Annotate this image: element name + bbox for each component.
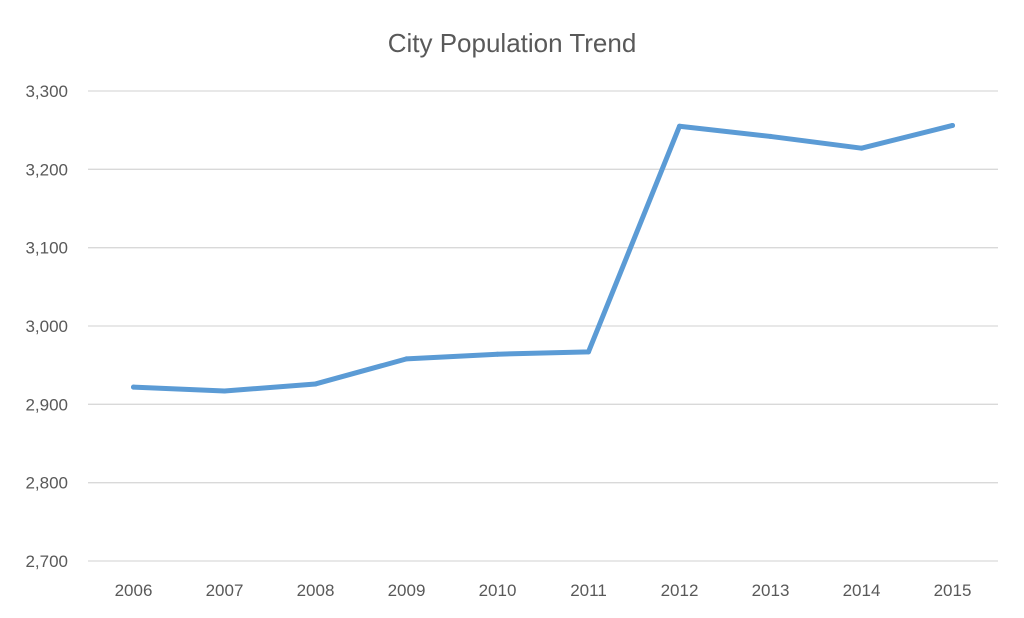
y-tick-label: 3,100 (25, 239, 68, 258)
x-tick-label: 2009 (388, 581, 426, 600)
data-point-2009 (404, 356, 409, 362)
y-axis-ticks: 2,700 2,800 2,900 3,000 3,100 3,200 3,300 (25, 82, 68, 571)
data-point-2013 (768, 133, 773, 139)
data-point-2015 (950, 122, 955, 128)
data-point-2010 (495, 351, 500, 357)
y-tick-label: 2,800 (25, 474, 68, 493)
chart-title: City Population Trend (388, 28, 637, 58)
data-point-2006 (131, 384, 136, 390)
data-point-2012 (677, 123, 682, 129)
y-tick-label: 3,200 (25, 160, 68, 179)
x-axis-ticks: 2006 2007 2008 2009 2010 2011 2012 2013 2014 2015 (115, 581, 972, 600)
y-tick-label: 2,700 (25, 552, 68, 571)
x-tick-label: 2015 (934, 581, 972, 600)
y-tick-label: 3,000 (25, 317, 68, 336)
series-line (131, 122, 955, 394)
x-tick-label: 2013 (752, 581, 790, 600)
x-tick-label: 2012 (661, 581, 699, 600)
y-tick-label: 3,300 (25, 82, 68, 101)
series (131, 122, 955, 394)
data-point-2011 (586, 349, 591, 355)
x-tick-label: 2011 (570, 581, 607, 600)
data-point-2007 (222, 388, 227, 394)
gridlines (88, 90, 998, 562)
x-tick-label: 2010 (479, 581, 517, 600)
x-tick-label: 2007 (206, 581, 244, 600)
x-tick-label: 2008 (297, 581, 335, 600)
x-tick-label: 2006 (115, 581, 153, 600)
x-tick-label: 2014 (843, 581, 881, 600)
y-tick-label: 2,900 (25, 395, 68, 414)
data-point-2014 (859, 145, 864, 151)
data-point-2008 (313, 381, 318, 387)
